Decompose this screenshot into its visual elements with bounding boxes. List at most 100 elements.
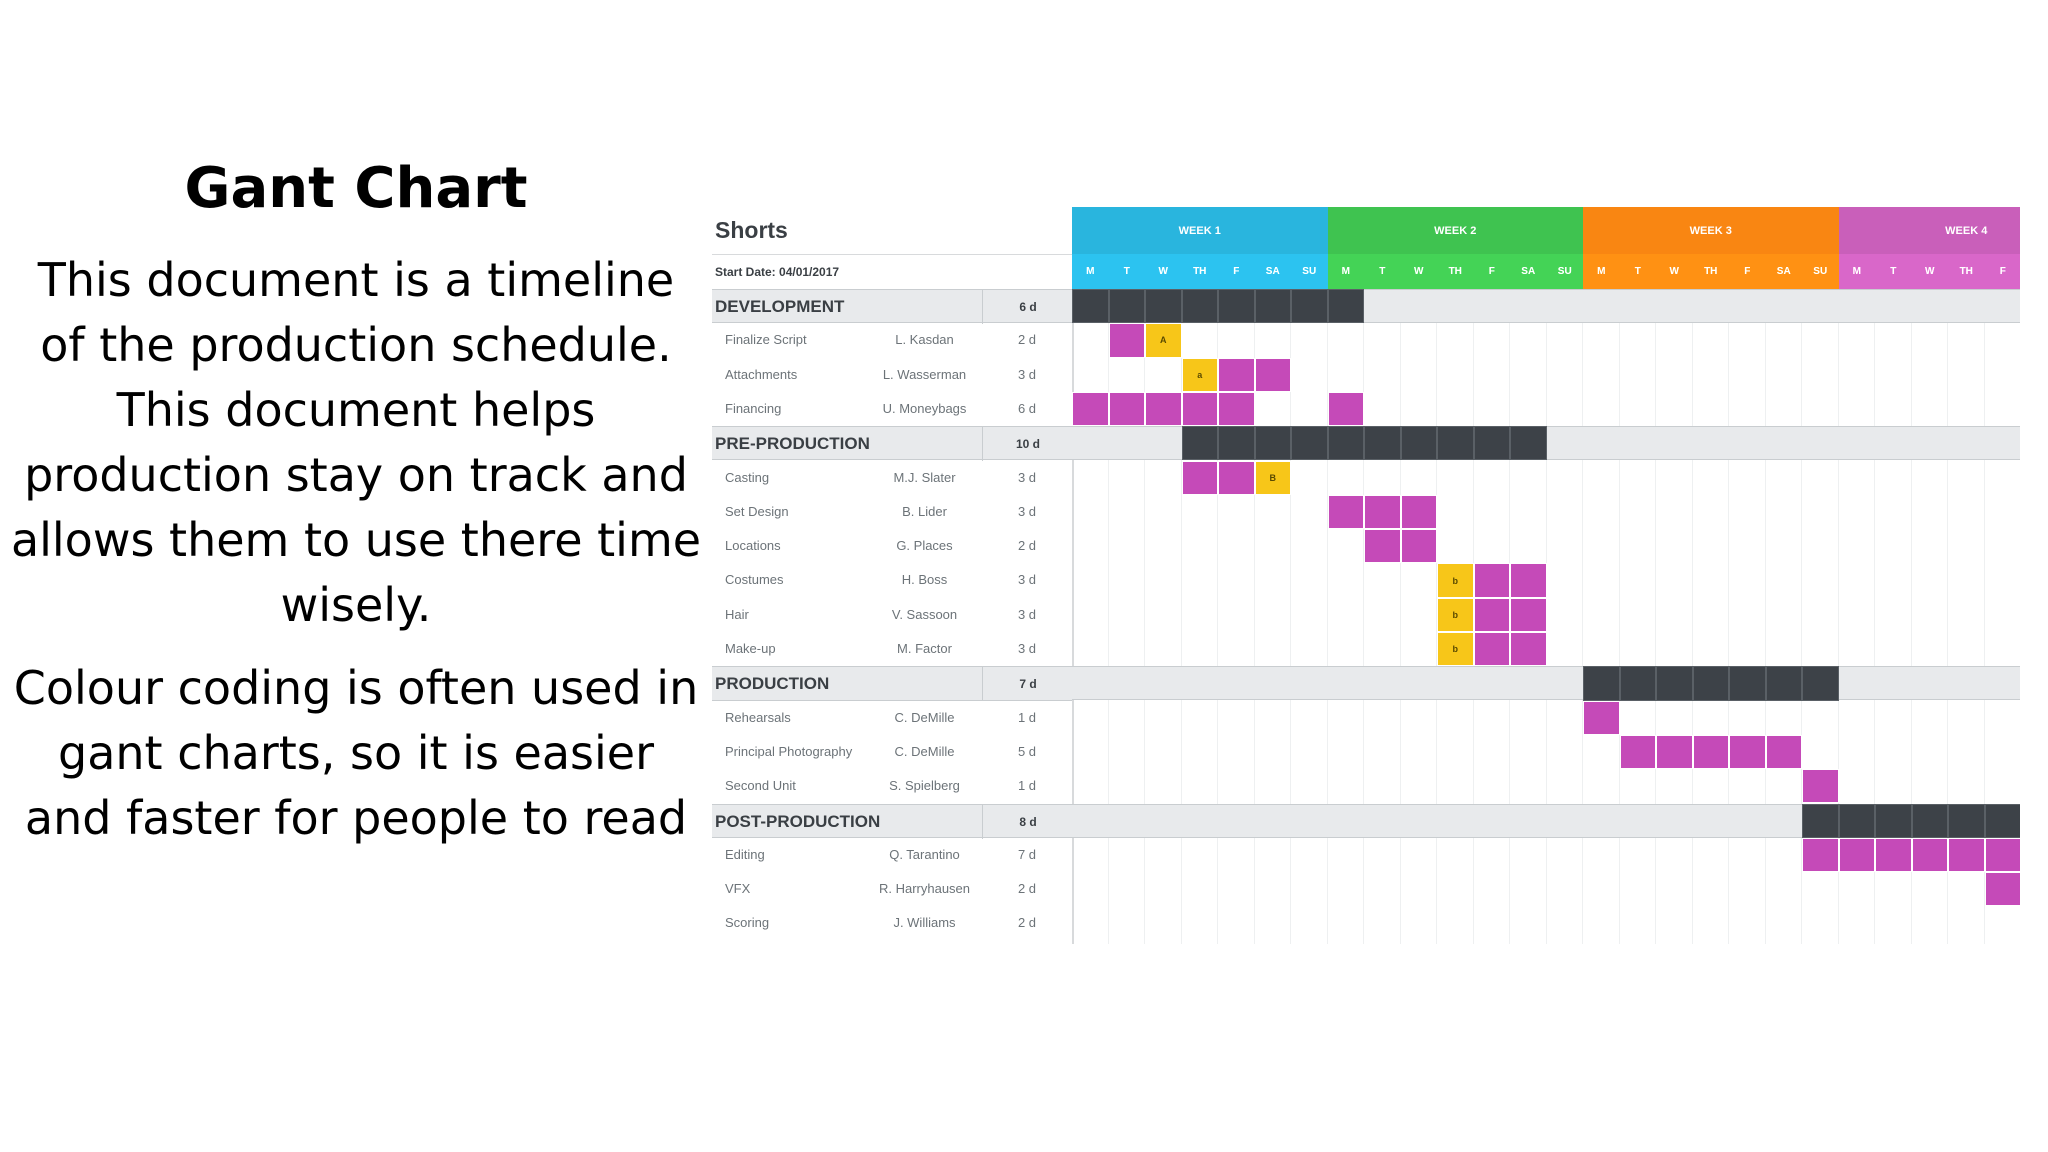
task-bar-cell [1400, 494, 1437, 530]
phase-summary-cell [1218, 426, 1255, 461]
day-header: TH [1181, 254, 1218, 289]
phase-summary-cell [1254, 289, 1291, 324]
task-bar-cell [1729, 734, 1766, 770]
task-bar-cell [1218, 460, 1255, 495]
task-duration: 1 d [1017, 709, 1037, 725]
task-bar-cell [1583, 700, 1620, 735]
task-name: VFX [725, 881, 751, 897]
task-row: Locations G. Places 2 d [712, 529, 1072, 563]
day-header: F [1729, 254, 1766, 289]
phase-row: POST-PRODUCTION 8 d [712, 803, 1072, 839]
task-row: Attachments L. Wasserman 3 d [712, 358, 1072, 392]
day-header: W [1400, 254, 1437, 289]
phase-row: PRE-PRODUCTION 10 d [712, 426, 1072, 462]
task-bar-cell [1400, 529, 1437, 564]
task-bar-cell [1802, 769, 1839, 804]
task-bar-cell [1218, 391, 1255, 427]
phase-summary-cell [1364, 426, 1401, 461]
slide-paragraph: Colour coding is often used in gant char… [13, 661, 699, 845]
task-duration: 7 d [1017, 846, 1037, 862]
day-header: SA [1254, 254, 1291, 289]
task-name: Attachments [725, 366, 798, 382]
grid-line [1180, 289, 1182, 944]
phase-summary-cell [1729, 666, 1766, 701]
task-bar-cell [1984, 872, 2020, 907]
task-owner: M.J. Slater [893, 469, 956, 485]
task-row: Financing U. Moneybags 6 d [712, 392, 1072, 426]
slide-title: Gant Chart [184, 156, 528, 221]
task-bar-cell [1108, 323, 1145, 358]
task-row: Set Design B. Lider 3 d [712, 495, 1072, 529]
phase-summary-cell [1619, 666, 1656, 701]
week-header: WEEK 3 [1583, 207, 1839, 254]
gantt-project-name: Shorts [715, 217, 788, 243]
task-bar-cell [1473, 597, 1510, 632]
phase-summary-cell [1802, 803, 1839, 838]
task-name: Make-up [725, 641, 776, 656]
phase-summary-cell [1510, 426, 1547, 461]
gantt-timeline: WEEK 1 WEEK 2 WEEK 3 WEEK 4 M T W TH F SA SU M T W TH F… [1072, 207, 2020, 944]
milestone-cell: b [1437, 563, 1474, 598]
task-name: PRE-PRODUCTION [715, 434, 870, 454]
task-duration: 1 d [1017, 778, 1037, 794]
task-bar-cell [1108, 391, 1145, 427]
task-duration: 2 d [1017, 915, 1037, 931]
day-header: F [1473, 254, 1510, 289]
task-name: DEVELOPMENT [715, 297, 845, 316]
task-bar-cell [1510, 597, 1547, 632]
task-bar-cell [1948, 837, 1985, 873]
task-bar-cell [1619, 734, 1656, 770]
task-owner: R. Harryhausen [878, 881, 971, 897]
task-row: Finalize Script L. Kasdan 2 d [712, 323, 1072, 357]
task-bar-cell [1254, 357, 1291, 392]
phase-band [1072, 666, 2020, 701]
task-owner: V. Sassoon [891, 606, 958, 622]
phase-summary-cell [1473, 426, 1510, 461]
grid-line [1363, 289, 1364, 944]
phase-summary-cell [1656, 666, 1693, 701]
phase-summary-cell [1948, 803, 1985, 838]
day-header: SU [1546, 254, 1583, 289]
task-row: Casting M.J. Slater 3 d [712, 461, 1072, 495]
week-header: WEEK 2 [1327, 207, 1583, 254]
task-duration: 3 d [1017, 469, 1037, 485]
task-bar-cell [1875, 837, 1912, 873]
day-header: W [1911, 254, 1948, 289]
grid-line [1837, 289, 1839, 944]
task-duration: 6 d [1017, 400, 1037, 416]
task-row: Editing Q. Tarantino 7 d [712, 838, 1072, 872]
task-bar-cell [1364, 494, 1401, 530]
task-row: VFX R. Harryhausen 2 d [712, 872, 1072, 906]
phase-summary-cell [1108, 289, 1145, 324]
phase-summary-cell [1218, 289, 1255, 324]
phase-summary-cell [1984, 803, 2020, 838]
task-bar-cell [1510, 563, 1547, 598]
grid-line [1764, 289, 1766, 944]
task-row: Scoring J. Williams 2 d [712, 906, 1072, 940]
task-row: Second Unit S. Spielberg 1 d [712, 769, 1072, 803]
phase-summary-cell [1327, 289, 1364, 324]
phase-summary-cell [1181, 289, 1218, 324]
day-header: F [1218, 254, 1255, 289]
grid-line [1326, 289, 1328, 944]
phase-summary-cell [1145, 289, 1182, 324]
phase-summary-cell [1765, 666, 1802, 701]
grid-line [1436, 289, 1437, 944]
day-header: W [1145, 254, 1182, 289]
grid-line [1655, 289, 1656, 944]
grid-line [1144, 289, 1145, 944]
task-bar-cell [1692, 734, 1729, 770]
task-owner: C. DeMille [894, 743, 955, 759]
week-header: WEEK 1 [1072, 207, 1328, 254]
gantt-task-panel: Shorts Start Date: 04/01/2017 DEVELOPMEN… [712, 207, 1074, 944]
grid-line [1618, 289, 1620, 944]
phase-summary-cell [1875, 803, 1912, 838]
task-name: Second Unit [725, 778, 796, 794]
phase-row: DEVELOPMENT 6 d [712, 289, 1072, 324]
task-name: Scoring [725, 915, 770, 931]
task-duration: 3 d [1017, 572, 1037, 588]
day-header: T [1619, 254, 1656, 289]
day-header: TH [1692, 254, 1729, 289]
task-bar-cell [1984, 837, 2020, 873]
task-bar-cell [1838, 837, 1875, 873]
